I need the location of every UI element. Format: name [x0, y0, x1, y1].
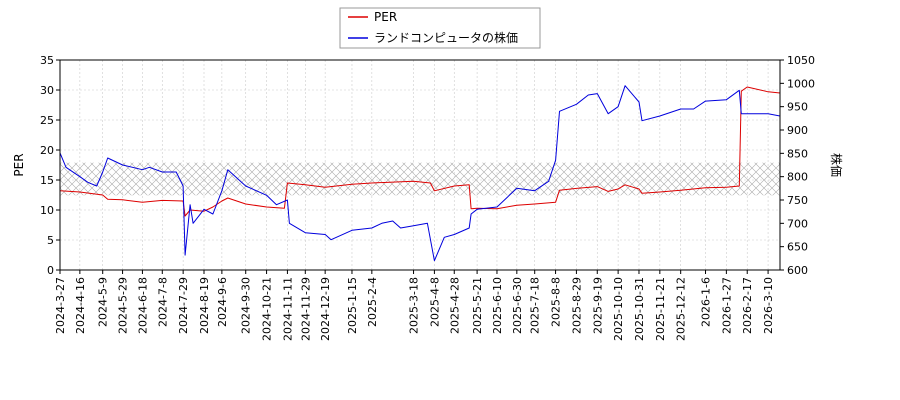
legend-box — [339, 7, 541, 49]
x-tick-label: 2025-10-10 — [612, 277, 625, 341]
x-tick-label: 2025-9-19 — [591, 277, 604, 334]
y-axis-left-title: PER — [12, 153, 26, 176]
x-tick-label: 2025-6-10 — [491, 277, 504, 334]
y-left-tick-label: 15 — [40, 174, 54, 187]
x-tick-label: 2026-1-27 — [720, 277, 733, 334]
series-layer — [60, 85, 780, 262]
x-tick-label: 2024-4-16 — [74, 277, 87, 334]
hatched-band — [60, 162, 780, 196]
y-left-tick-label: 30 — [40, 84, 54, 97]
x-tick-label: 2024-5-9 — [97, 277, 110, 327]
per-series-line — [60, 86, 780, 217]
y-left-tick-label: 25 — [40, 114, 54, 127]
y-right-tick-label: 1000 — [787, 77, 815, 90]
y-left-tick-label: 5 — [47, 234, 54, 247]
x-tick-label: 2025-3-18 — [408, 277, 421, 334]
y-left-tick-label: 20 — [40, 144, 54, 157]
x-tick-label: 2024-5-29 — [117, 277, 130, 334]
x-tick-label: 2024-7-8 — [156, 277, 169, 327]
x-tick-label: 2024-9-30 — [240, 277, 253, 334]
x-tick-label: 2025-5-21 — [471, 277, 484, 334]
x-tick-label: 2024-8-19 — [198, 277, 211, 334]
x-tick-label: 2025-7-18 — [529, 277, 542, 334]
legend-label-price: ランドコンピュータの株価 — [374, 30, 518, 45]
x-tick-label: 2025-4-8 — [428, 277, 441, 327]
x-axis: 2024-3-27 2024-4-16 2024-5-9 2024-5-29 2024-… — [54, 270, 775, 341]
plot-frame — [59, 59, 781, 271]
y-right-tick-label: 800 — [787, 171, 808, 184]
y-right-tick-label: 600 — [787, 264, 808, 277]
x-tick-label: 2025-8-29 — [570, 277, 583, 334]
y-right-tick-label: 950 — [787, 101, 808, 114]
x-tick-label: 2025-6-30 — [511, 277, 524, 334]
y-right-tick-label: 700 — [787, 217, 808, 230]
x-tick-label: 2024-11-11 — [281, 277, 294, 341]
x-tick-label: 2025-10-31 — [633, 277, 646, 341]
y-right-tick-label: 900 — [787, 124, 808, 137]
y-left-tick-label: 35 — [40, 54, 54, 67]
y-right-tick-label: 750 — [787, 194, 808, 207]
x-tick-label: 2024-3-27 — [54, 277, 67, 334]
x-tick-label: 2025-12-12 — [675, 277, 688, 341]
legend-label-per: PER — [374, 10, 397, 24]
x-tick-label: 2024-10-21 — [261, 277, 274, 341]
x-tick-label: 2024-9-6 — [216, 277, 229, 327]
x-tick-label: 2025-4-28 — [448, 277, 461, 334]
x-tick-label: 2026-3-10 — [762, 277, 775, 334]
y-right-tick-label: 650 — [787, 241, 808, 254]
y-left-tick-label: 10 — [40, 204, 54, 217]
x-tick-label: 2024-11-29 — [299, 277, 312, 341]
legend: PER ランドコンピュータの株価 — [339, 7, 541, 49]
y-right-tick-label: 850 — [787, 147, 808, 160]
price-series-line — [60, 85, 780, 262]
x-tick-label: 2025-2-4 — [366, 277, 379, 327]
x-tick-label: 2024-7-29 — [177, 277, 190, 334]
x-tick-label: 2025-11-21 — [654, 277, 667, 341]
y-left-tick-label: 0 — [47, 264, 54, 277]
x-tick-label: 2025-8-8 — [550, 277, 563, 327]
x-tick-label: 2026-2-17 — [741, 277, 754, 334]
y-axis-right-title: 株価 — [829, 153, 844, 177]
x-tick-label: 2025-1-15 — [346, 277, 359, 334]
x-tick-label: 2024-6-18 — [136, 277, 149, 334]
x-tick-label: 2026-1-6 — [700, 277, 713, 327]
left-axis: 0 5 10 15 20 25 30 35 — [40, 54, 60, 277]
y-right-tick-label: 1050 — [787, 54, 815, 67]
x-tick-label: 2024-12-19 — [319, 277, 332, 341]
right-axis: 600 650 700 750 800 850 900 950 1000 1050 — [780, 54, 815, 277]
